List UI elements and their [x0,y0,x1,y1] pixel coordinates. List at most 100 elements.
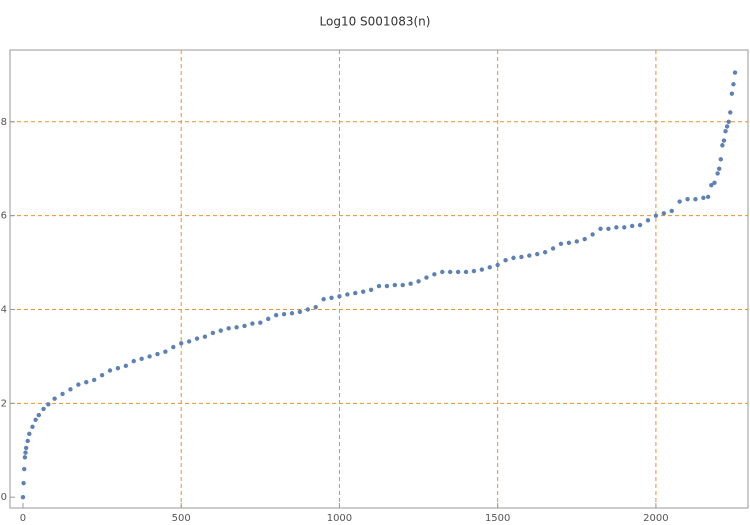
point [99,372,105,378]
point [218,328,223,333]
point [23,450,28,455]
point [440,269,445,275]
x-tick-label: 2000 [643,513,668,524]
point [527,253,532,258]
point [305,307,310,312]
y-tick-label: 8 [1,117,7,128]
x-tick-label: 500 [172,513,191,524]
point [21,480,26,486]
point [27,431,32,437]
point [171,344,176,350]
point [558,241,564,247]
point [22,455,28,460]
point [345,292,350,297]
point [20,495,26,500]
point [511,255,516,261]
point [471,268,477,274]
point [574,239,579,244]
point [281,311,287,317]
point [637,222,643,228]
point [724,124,730,129]
point [376,283,382,289]
point [729,91,735,96]
point [448,269,453,275]
point [653,213,659,218]
point [131,358,136,364]
point [210,330,216,336]
point [416,279,421,284]
point [535,251,540,257]
point [728,110,733,115]
point [614,225,619,230]
x-tick-label: 1500 [485,513,510,524]
point [266,316,271,322]
point [68,387,73,392]
point [289,311,295,316]
point [677,199,682,204]
point [392,282,398,288]
point [91,377,97,383]
chart-title: Log10 S001083(n) [320,15,431,29]
point [715,171,720,176]
point [598,226,603,231]
y-tick-label: 6 [1,211,7,222]
point [582,236,587,242]
point [234,325,239,330]
point [661,211,667,216]
point [297,309,303,315]
point [179,341,184,346]
point [408,281,413,286]
y-tick-label: 4 [1,305,7,316]
point [242,323,247,329]
point [25,438,30,444]
point [76,382,81,387]
point [726,119,731,124]
point [629,223,635,229]
point [723,128,728,134]
point [337,294,342,299]
point [701,195,706,201]
point [22,466,27,472]
point [360,289,366,294]
point [194,336,200,341]
point [693,197,698,202]
point [479,267,485,272]
point [107,368,113,373]
point [84,380,89,385]
x-tick-label: 1000 [327,513,352,524]
point [115,365,121,371]
point [250,321,255,326]
point [721,138,727,143]
point [147,354,152,359]
point [622,225,627,230]
point [732,70,738,75]
point [503,258,508,263]
point [717,166,722,171]
point [400,282,405,288]
point [368,287,374,292]
point [463,269,469,275]
point [273,312,279,318]
point [705,194,711,200]
point [329,295,334,300]
point [36,412,41,418]
x-tick-label: 0 [20,513,26,524]
point [202,334,208,339]
point [258,320,263,325]
point [384,283,390,289]
point [41,406,46,412]
point [60,391,65,397]
point [424,275,429,280]
point [720,143,725,148]
point [226,326,231,331]
point [542,250,548,255]
point [550,246,556,251]
point [30,424,35,430]
point [163,349,168,354]
point [123,363,129,369]
point [709,182,714,188]
point [46,402,51,407]
point [313,304,318,310]
point [590,232,595,237]
